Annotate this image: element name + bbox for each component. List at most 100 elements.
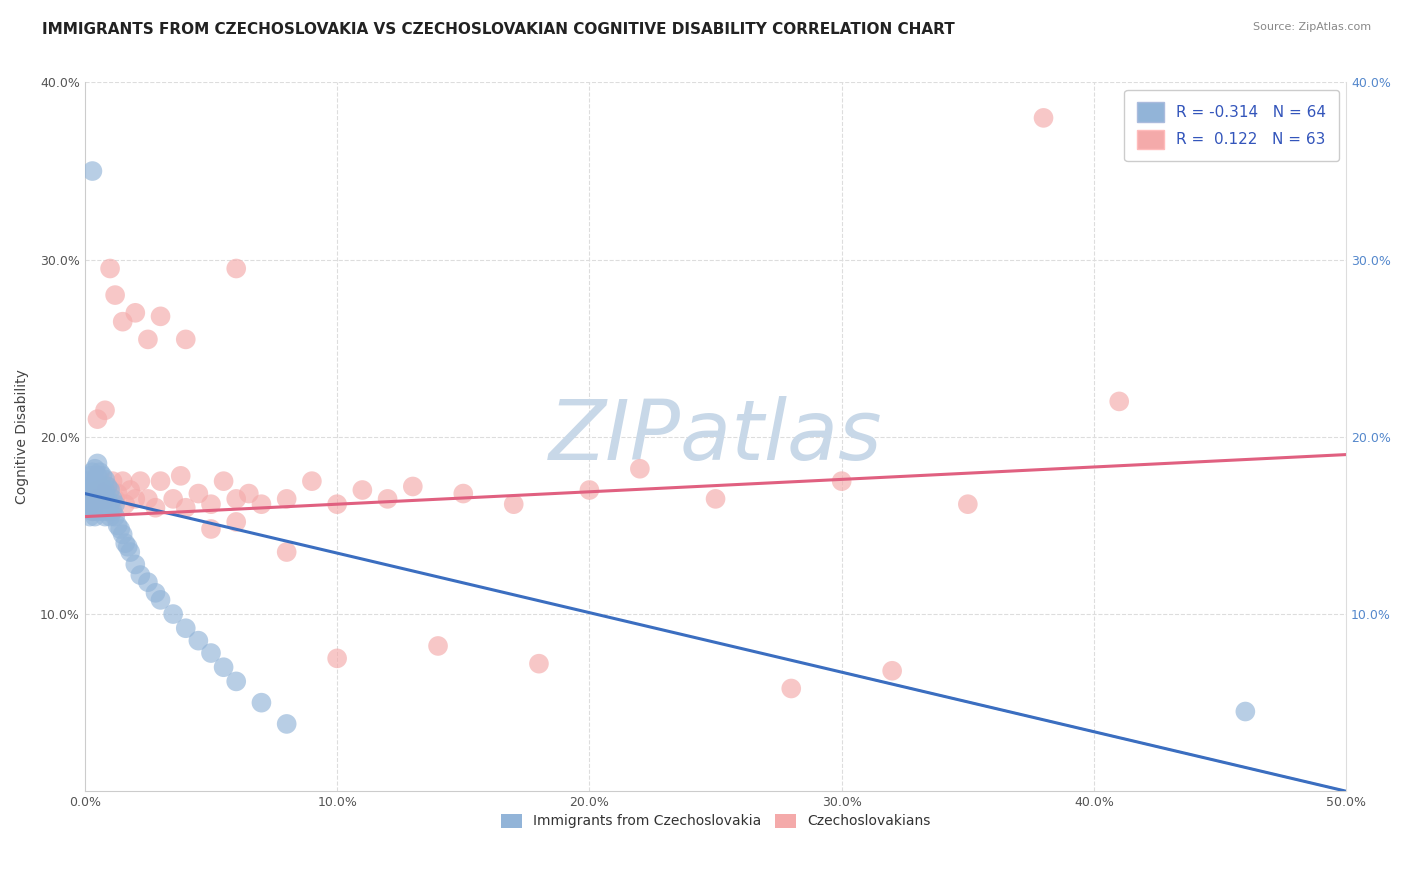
Point (225, 515, 247, 529)
Point (200, 522, 222, 536)
Point (94, 472, 117, 486)
Point (82, 479, 104, 493)
Point (200, 646, 222, 660)
Point (104, 497, 127, 511)
Point (101, 504, 124, 518)
Point (276, 545, 298, 559)
Point (98, 504, 121, 518)
Point (174, 621, 197, 635)
Point (124, 558, 146, 572)
Point (162, 607, 184, 621)
Point (84, 462, 107, 476)
Point (96, 479, 118, 493)
Point (124, 306, 146, 320)
Point (120, 545, 142, 559)
Point (1108, 394, 1130, 409)
Point (86, 412, 108, 426)
Point (149, 474, 172, 488)
Point (94, 483, 117, 497)
Legend: Immigrants from Czechoslovakia, Czechoslovakians: Immigrants from Czechoslovakia, Czechosl… (495, 808, 936, 834)
Point (502, 497, 524, 511)
Point (225, 261, 247, 276)
Point (145, 586, 167, 600)
Point (76, 500, 98, 515)
Point (82, 164, 104, 178)
Point (111, 315, 134, 329)
Point (89, 500, 111, 515)
Point (94, 509, 117, 524)
Point (111, 527, 134, 541)
Point (96, 491, 118, 506)
Point (86, 483, 108, 497)
Point (89, 479, 111, 493)
Point (84, 491, 107, 506)
Point (170, 468, 193, 483)
Text: ZIPatlas: ZIPatlas (548, 396, 883, 477)
Point (86, 468, 108, 483)
Point (200, 497, 222, 511)
Point (174, 332, 197, 346)
Point (107, 486, 129, 500)
Point (84, 509, 107, 524)
Point (82, 504, 104, 518)
Point (104, 288, 127, 302)
Point (111, 474, 134, 488)
Point (187, 486, 209, 500)
Point (326, 497, 349, 511)
Point (427, 639, 450, 653)
Point (89, 500, 111, 515)
Point (96, 479, 118, 493)
Point (107, 518, 129, 533)
Point (145, 500, 167, 515)
Point (120, 483, 142, 497)
Point (79, 497, 101, 511)
Point (301, 474, 323, 488)
Point (86, 491, 108, 506)
Point (91, 504, 114, 518)
Point (225, 674, 247, 689)
Text: IMMIGRANTS FROM CZECHOSLOVAKIA VS CZECHOSLOVAKIAN COGNITIVE DISABILITY CORRELATI: IMMIGRANTS FROM CZECHOSLOVAKIA VS CZECHO… (42, 22, 955, 37)
Point (91, 468, 114, 483)
Point (1032, 111, 1054, 125)
Point (114, 536, 136, 550)
Point (89, 465, 111, 479)
Point (86, 504, 108, 518)
Point (129, 474, 152, 488)
Point (79, 468, 101, 483)
Point (98, 497, 121, 511)
Point (704, 491, 727, 506)
Point (882, 664, 904, 678)
Point (451, 486, 474, 500)
Point (76, 486, 98, 500)
Point (149, 593, 172, 607)
Point (98, 509, 121, 524)
Point (250, 497, 273, 511)
Point (527, 657, 550, 671)
Point (82, 491, 104, 506)
Point (628, 462, 651, 476)
Point (101, 474, 124, 488)
Point (76, 474, 98, 488)
Point (402, 479, 425, 493)
Point (84, 500, 107, 515)
Point (352, 483, 374, 497)
Point (212, 660, 235, 674)
Point (250, 696, 273, 710)
Point (780, 681, 803, 696)
Point (82, 465, 104, 479)
Point (377, 491, 399, 506)
Point (79, 509, 101, 524)
Point (94, 491, 117, 506)
Point (1234, 705, 1257, 719)
Point (94, 497, 117, 511)
Point (129, 568, 152, 582)
Text: Source: ZipAtlas.com: Source: ZipAtlas.com (1253, 22, 1371, 32)
Point (225, 491, 247, 506)
Point (98, 483, 121, 497)
Point (114, 497, 136, 511)
Point (326, 651, 349, 665)
Point (79, 483, 101, 497)
Point (86, 457, 108, 471)
Point (91, 483, 114, 497)
Point (276, 717, 298, 731)
